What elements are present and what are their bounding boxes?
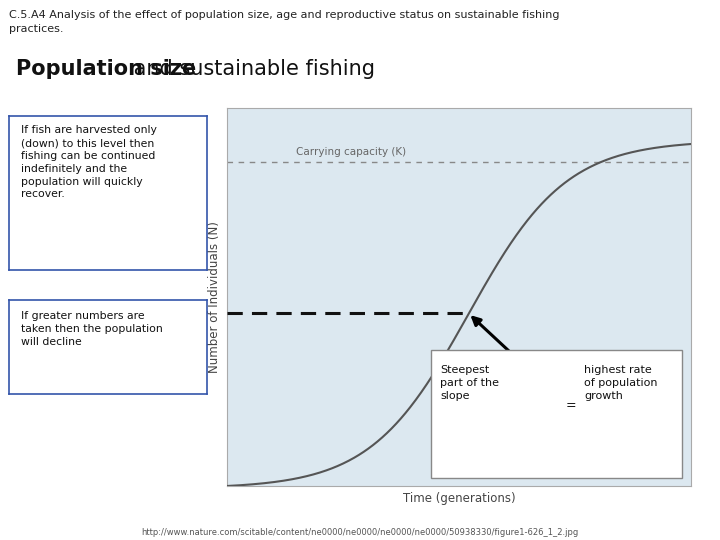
- FancyBboxPatch shape: [431, 350, 682, 478]
- Text: C.5.A4 Analysis of the effect of population size, age and reproductive status on: C.5.A4 Analysis of the effect of populat…: [9, 10, 559, 33]
- Text: highest rate
of population
growth: highest rate of population growth: [585, 365, 658, 401]
- Text: Carrying capacity (K): Carrying capacity (K): [297, 146, 407, 157]
- Text: Steepest
part of the
slope: Steepest part of the slope: [441, 365, 500, 401]
- X-axis label: Time (generations): Time (generations): [402, 491, 516, 504]
- Y-axis label: Number of Individuals (N): Number of Individuals (N): [208, 221, 221, 373]
- Text: =: =: [565, 399, 576, 412]
- Text: http://www.nature.com/scitable/content/ne0000/ne0000/ne0000/ne0000/50938330/figu: http://www.nature.com/scitable/content/n…: [141, 528, 579, 537]
- Text: Population size: Population size: [16, 59, 196, 79]
- Text: If fish are harvested only
(down) to this level then
fishing can be continued
in: If fish are harvested only (down) to thi…: [20, 125, 156, 199]
- Text: and sustainable fishing: and sustainable fishing: [127, 59, 375, 79]
- Text: If greater numbers are
taken then the population
will decline: If greater numbers are taken then the po…: [20, 311, 162, 347]
